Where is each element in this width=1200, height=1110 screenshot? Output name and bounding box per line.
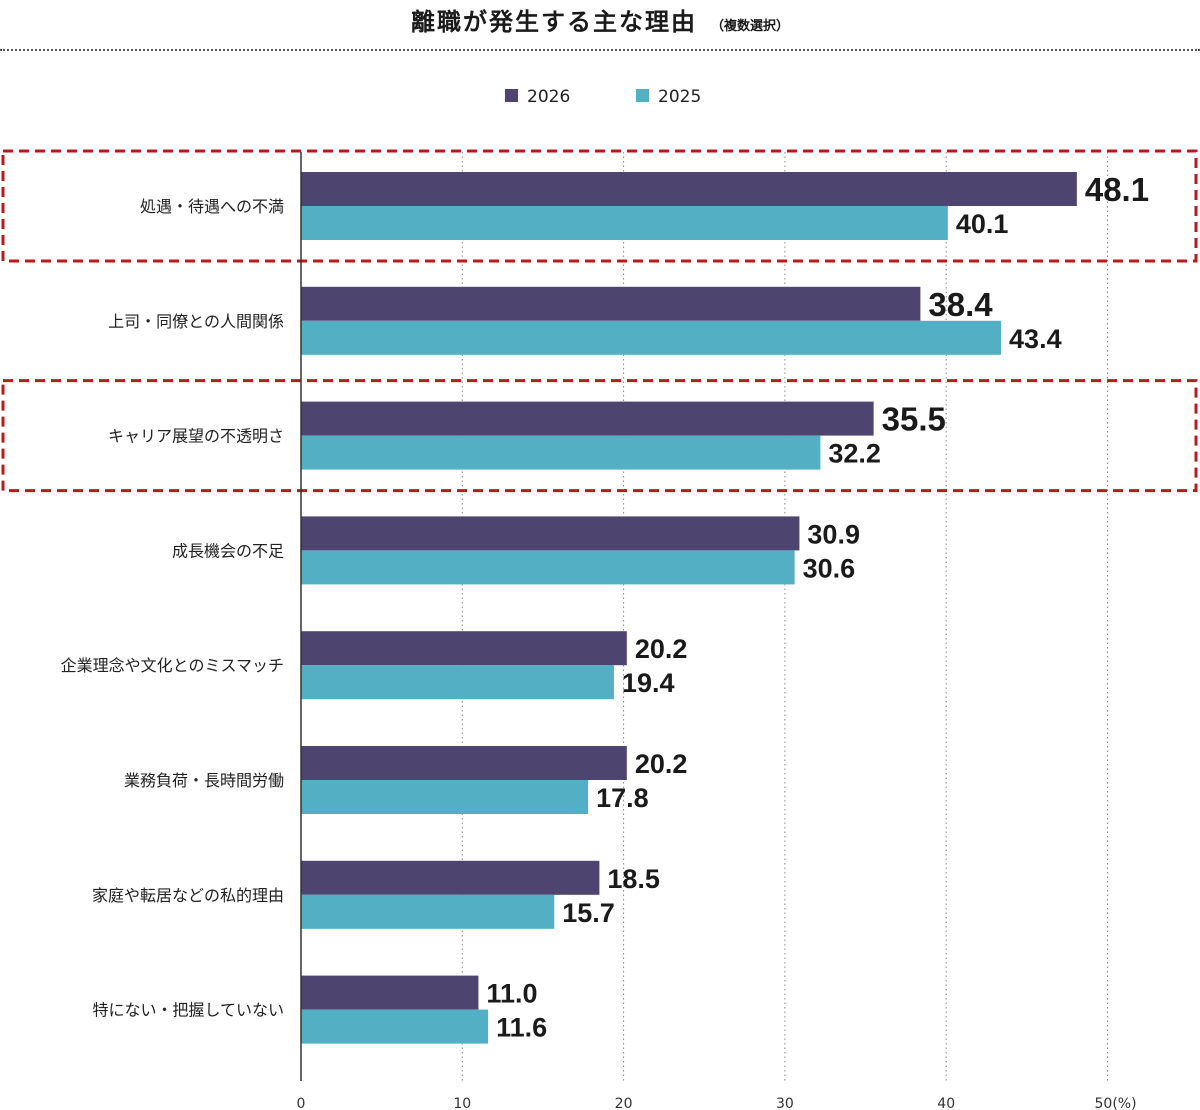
x-tick-label-0: 0 bbox=[297, 1096, 306, 1110]
category-label-6: 家庭や転居などの私的理由 bbox=[92, 886, 284, 905]
bar-2025-5 bbox=[301, 780, 589, 814]
bar-2025-7 bbox=[301, 1009, 489, 1044]
value-label-2026-2: 35.5 bbox=[882, 401, 946, 438]
legend-swatch-2025 bbox=[636, 89, 649, 102]
title-divider bbox=[0, 49, 1200, 51]
legend-label-2025: 2025 bbox=[658, 87, 701, 107]
bar-2026-4 bbox=[301, 631, 627, 666]
category-label-5: 業務負荷・長時間労働 bbox=[124, 771, 284, 790]
value-label-2025-2: 32.2 bbox=[828, 439, 881, 469]
value-label-2025-5: 17.8 bbox=[596, 783, 649, 813]
bar-2026-7 bbox=[301, 975, 479, 1010]
category-label-4: 企業理念や文化とのミスマッチ bbox=[61, 656, 284, 675]
bar-2025-4 bbox=[301, 665, 614, 700]
x-tick-label-50: 50(%) bbox=[1095, 1096, 1137, 1110]
bar-2026-5 bbox=[301, 746, 627, 780]
bar-2025-3 bbox=[301, 550, 795, 585]
value-label-2025-0: 40.1 bbox=[956, 209, 1009, 239]
chart-title: 離職が発生する主な理由 bbox=[410, 8, 697, 36]
bar-2026-3 bbox=[301, 516, 800, 551]
bar-2026-6 bbox=[301, 860, 600, 895]
value-label-2026-5: 20.2 bbox=[635, 749, 688, 779]
value-label-2025-7: 11.6 bbox=[496, 1013, 547, 1043]
bar-2026-1 bbox=[301, 286, 921, 321]
category-label-0: 処遇・待遇への不満 bbox=[140, 197, 284, 216]
value-label-2025-6: 15.7 bbox=[562, 898, 615, 928]
value-label-2025-1: 43.4 bbox=[1009, 324, 1062, 354]
value-label-2026-4: 20.2 bbox=[635, 634, 688, 664]
highlight-box-0 bbox=[1, 149, 1198, 263]
legend-swatch-2026 bbox=[505, 89, 518, 102]
bar-2025-6 bbox=[301, 894, 555, 929]
x-tick-label-30: 30 bbox=[776, 1096, 794, 1110]
value-label-2026-6: 18.5 bbox=[607, 864, 660, 894]
value-label-2026-7: 11.0 bbox=[486, 979, 537, 1009]
category-label-7: 特にない・把握していない bbox=[92, 1001, 284, 1020]
x-tick-label-10: 10 bbox=[453, 1096, 471, 1110]
bar-2025-2 bbox=[301, 435, 821, 470]
bar-2025-0 bbox=[301, 206, 948, 240]
chart-title-block: 離職が発生する主な理由 （複数選択） bbox=[0, 2, 1200, 37]
value-label-2026-0: 48.1 bbox=[1085, 171, 1149, 208]
legend-label-2026: 2026 bbox=[527, 87, 570, 107]
x-tick-label-20: 20 bbox=[615, 1096, 633, 1110]
category-label-3: 成長機会の不足 bbox=[172, 541, 284, 560]
bar-2026-2 bbox=[301, 401, 874, 436]
chart-subtitle: （複数選択） bbox=[710, 19, 789, 34]
category-label-1: 上司・同僚との人間関係 bbox=[108, 312, 284, 331]
value-label-2026-1: 38.4 bbox=[928, 286, 993, 323]
value-label-2025-4: 19.4 bbox=[622, 668, 675, 698]
value-label-2025-3: 30.6 bbox=[803, 553, 856, 583]
bar-2026-0 bbox=[301, 172, 1077, 206]
category-label-2: キャリア展望の不透明さ bbox=[108, 427, 284, 446]
bar-2025-1 bbox=[301, 320, 1002, 355]
highlight-box-2 bbox=[1, 379, 1198, 493]
value-label-2026-3: 30.9 bbox=[807, 519, 860, 549]
x-tick-label-40: 40 bbox=[937, 1096, 955, 1110]
